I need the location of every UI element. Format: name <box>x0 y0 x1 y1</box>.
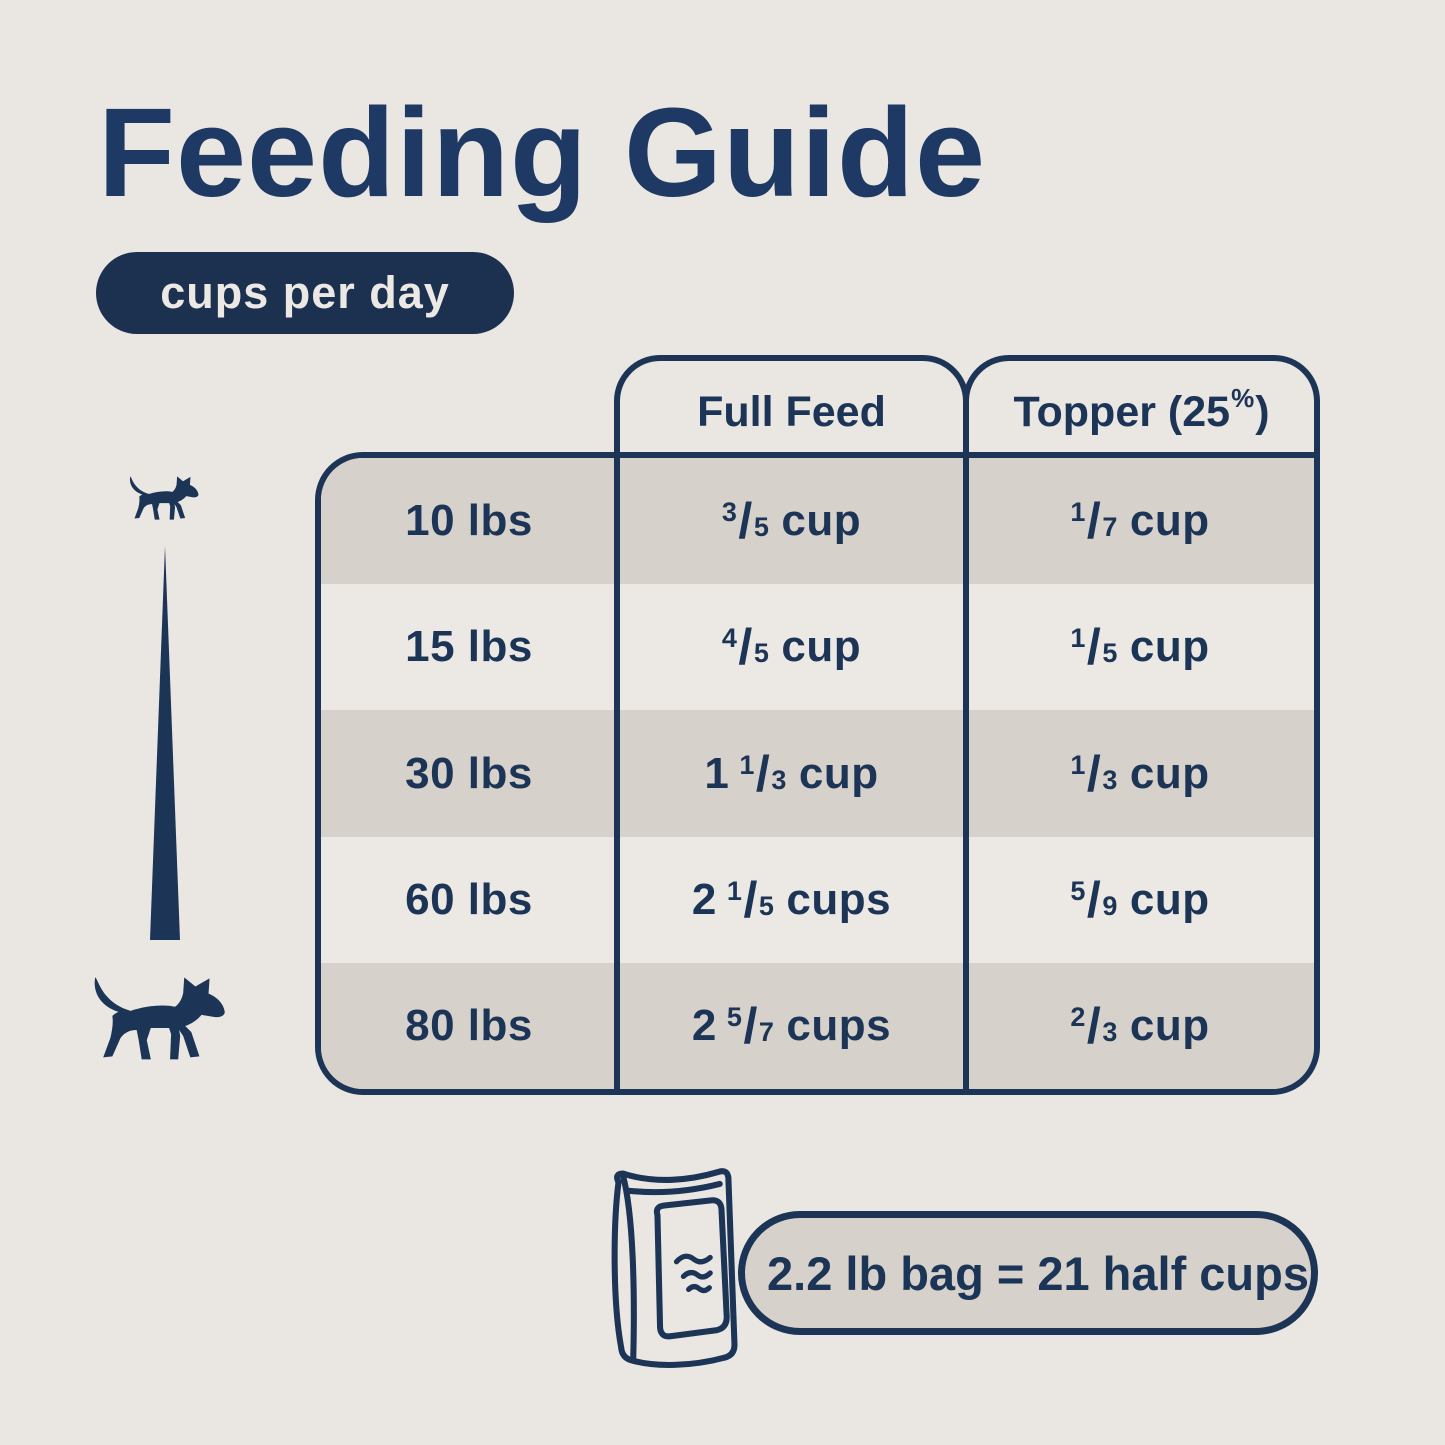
table-row: 10 lbs 3/5 cup 1/7 cup <box>321 458 1314 585</box>
topper-percent-superscript: % <box>1231 382 1255 413</box>
fraction: 1/5 <box>726 871 775 928</box>
weight-cell: 60 lbs <box>405 874 533 924</box>
column-header-topper: Topper (25%) <box>963 355 1320 463</box>
cups-per-day-badge: cups per day <box>96 252 514 334</box>
full-feed-value: 2 1/5 cups <box>691 871 892 928</box>
fraction: 2/3 <box>1070 997 1118 1054</box>
full-feed-label: Full Feed <box>697 387 886 436</box>
topper-label-prefix: Topper (25 <box>1013 387 1231 436</box>
column-divider <box>963 458 969 1089</box>
topper-label-suffix: ) <box>1255 387 1270 436</box>
weight-cell: 10 lbs <box>405 496 533 546</box>
topper-value: 1/7 cup <box>1070 493 1210 550</box>
size-range-taper-icon <box>150 546 180 940</box>
fraction: 4/5 <box>721 619 770 676</box>
fraction: 5/7 <box>726 997 775 1054</box>
fraction: 5/9 <box>1070 871 1118 928</box>
topper-value: 2/3 cup <box>1070 997 1210 1054</box>
badge-label: cups per day <box>160 267 450 318</box>
full-feed-value: 2 5/7 cups <box>691 997 892 1054</box>
column-header-full-feed: Full Feed <box>614 355 969 463</box>
fraction: 1/3 <box>739 745 787 802</box>
topper-value: 5/9 cup <box>1070 871 1210 928</box>
topper-value: 1/3 cup <box>1070 745 1210 802</box>
full-feed-value: 3/5 cup <box>721 493 862 550</box>
table-row: 30 lbs 1 1/3 cup 1/3 cup <box>321 710 1314 837</box>
weight-cell: 15 lbs <box>405 622 533 672</box>
small-dog-icon <box>129 476 199 520</box>
fraction: 1/5 <box>1070 619 1118 676</box>
fraction: 1/7 <box>1070 493 1118 550</box>
table-row: 80 lbs 2 5/7 cups 2/3 cup <box>321 962 1314 1089</box>
large-dog-icon <box>94 977 225 1060</box>
fraction: 3/5 <box>721 493 770 550</box>
weight-cell: 30 lbs <box>405 748 533 798</box>
page-title: Feeding Guide <box>98 82 987 223</box>
full-feed-value: 4/5 cup <box>721 619 862 676</box>
bag-yield-text: 2.2 lb bag = 21 half cups <box>767 1246 1309 1300</box>
weight-cell: 80 lbs <box>405 1000 533 1050</box>
feeding-table: 10 lbs 3/5 cup 1/7 cup 15 lbs 4/5 cup 1/5 cu… <box>315 452 1320 1095</box>
dog-food-bag-icon <box>610 1168 738 1368</box>
fraction: 1/3 <box>1070 745 1118 802</box>
table-row: 15 lbs 4/5 cup 1/5 cup <box>321 584 1314 711</box>
bag-yield-note: 2.2 lb bag = 21 half cups <box>738 1211 1318 1335</box>
topper-value: 1/5 cup <box>1070 619 1210 676</box>
full-feed-value: 1 1/3 cup <box>704 745 879 802</box>
table-row: 60 lbs 2 1/5 cups 5/9 cup <box>321 836 1314 963</box>
column-divider <box>614 458 620 1089</box>
